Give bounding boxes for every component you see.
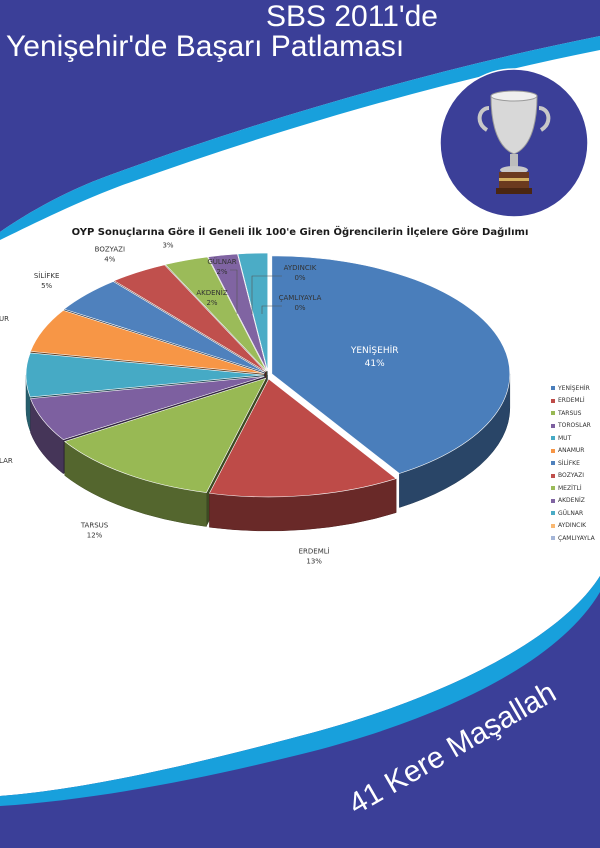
legend-swatch: [551, 498, 555, 503]
slice-label: ANAMUR: [0, 315, 9, 323]
pie-slice-10: [237, 252, 269, 372]
pie-slice-4: [25, 352, 265, 398]
slice-percent: 41%: [365, 359, 385, 369]
pie-slice-6: [63, 281, 266, 373]
pie-slice-2: [64, 377, 267, 493]
legend-label: ÇAMLIYAYLA: [558, 534, 595, 542]
legend-swatch: [551, 473, 555, 478]
slice-label: AKDENİZ: [196, 288, 227, 297]
legend-swatch: [551, 486, 555, 491]
legend-item: ERDEMLİ: [551, 395, 595, 408]
leader-line: [230, 269, 238, 314]
headline-line-1: SBS 2011'de: [266, 0, 438, 33]
legend-item: MUT: [551, 432, 595, 445]
slice-percent: 0%: [294, 274, 305, 282]
top-accent-swoosh: [0, 36, 600, 240]
legend-label: SİLİFKE: [558, 459, 580, 467]
legend-label: MUT: [558, 434, 572, 442]
legend-swatch: [551, 523, 555, 528]
legend-label: BOZYAZI: [558, 472, 585, 480]
slice-label: GÜLNAR: [207, 257, 236, 266]
slice-percent: 0%: [294, 304, 305, 312]
trophy-emblem: [439, 68, 589, 218]
legend-swatch: [551, 536, 555, 541]
slice-label: ÇAMLIYAYLA: [279, 294, 322, 302]
slice-percent: 12%: [87, 531, 103, 539]
legend-label: AYDINCIK: [558, 522, 587, 530]
chart-legend: YENİŞEHİR ERDEMLİ TARSUS TOROSLAR MUT ANAMUR S…: [551, 382, 595, 545]
slice-label: ERDEMLİ: [299, 547, 330, 556]
legend-item: ANAMUR: [551, 445, 595, 458]
legend-item: AYDINCIK: [551, 520, 595, 533]
slice-label: AYDINCIK: [284, 264, 317, 272]
legend-swatch: [551, 423, 555, 428]
pie-slice-8: [164, 256, 267, 372]
legend-item: ÇAMLIYAYLA: [551, 532, 595, 545]
headline-line-2: Yenişehir'de Başarı Patlaması: [6, 30, 405, 63]
legend-item: BOZYAZI: [551, 470, 595, 483]
legend-item: TOROSLAR: [551, 420, 595, 433]
top-band: [0, 0, 600, 232]
legend-label: TOROSLAR: [558, 422, 591, 430]
slice-label: SİLİFKE: [34, 271, 60, 280]
slice-percent: 2%: [206, 299, 217, 307]
trophy-icon: [477, 90, 551, 194]
pie-chart: YENİŞEHİR41%ERDEMLİ13%TARSUS12%TOROSLAR6…: [0, 241, 511, 566]
slice-percent: 4%: [104, 255, 115, 263]
legend-label: TARSUS: [558, 409, 582, 417]
slice-label: TARSUS: [80, 521, 109, 529]
pie-slice-5: [30, 309, 265, 374]
slice-percent: 2%: [216, 268, 227, 276]
pie-slice-9: [207, 253, 268, 372]
legend-item: GÜLNAR: [551, 507, 595, 520]
legend-item: SİLİFKE: [551, 457, 595, 470]
slice-percent: 5%: [41, 282, 52, 290]
slice-label: BOZYAZI: [95, 245, 125, 253]
legend-label: ERDEMLİ: [558, 397, 585, 405]
pie-tops: [25, 252, 511, 498]
legend-swatch: [551, 461, 555, 466]
pie-slice-3: [30, 376, 265, 441]
pie-slice-1: [208, 378, 397, 498]
legend-swatch: [551, 448, 555, 453]
legend-swatch: [551, 411, 555, 416]
legend-swatch: [551, 436, 555, 441]
legend-item: YENİŞEHİR: [551, 382, 595, 395]
slice-percent: 13%: [306, 558, 322, 566]
pie-slice-0: [271, 255, 511, 474]
legend-label: YENİŞEHİR: [558, 384, 590, 392]
legend-label: ANAMUR: [558, 447, 585, 455]
legend-swatch: [551, 511, 555, 516]
slice-label: YENİŞEHİR: [350, 345, 399, 356]
chart-title: OYP Sonuçlarına Göre İl Geneli İlk 100'e…: [71, 227, 529, 238]
legend-item: MEZİTLİ: [551, 482, 595, 495]
leader-line: [251, 275, 282, 314]
pie-slice-7: [113, 264, 267, 372]
legend-item: TARSUS: [551, 407, 595, 420]
legend-swatch: [551, 386, 555, 391]
legend-label: GÜLNAR: [558, 509, 584, 517]
legend-label: MEZİTLİ: [558, 484, 582, 492]
slice-percent: 3%: [162, 241, 173, 249]
leader-line: [261, 305, 282, 314]
pie-labels: YENİŞEHİR41%ERDEMLİ13%TARSUS12%TOROSLAR6…: [0, 241, 399, 566]
legend-label: AKDENİZ: [558, 497, 585, 505]
legend-swatch: [551, 398, 555, 403]
slice-label: TOROSLAR: [0, 457, 13, 465]
legend-item: AKDENİZ: [551, 495, 595, 508]
